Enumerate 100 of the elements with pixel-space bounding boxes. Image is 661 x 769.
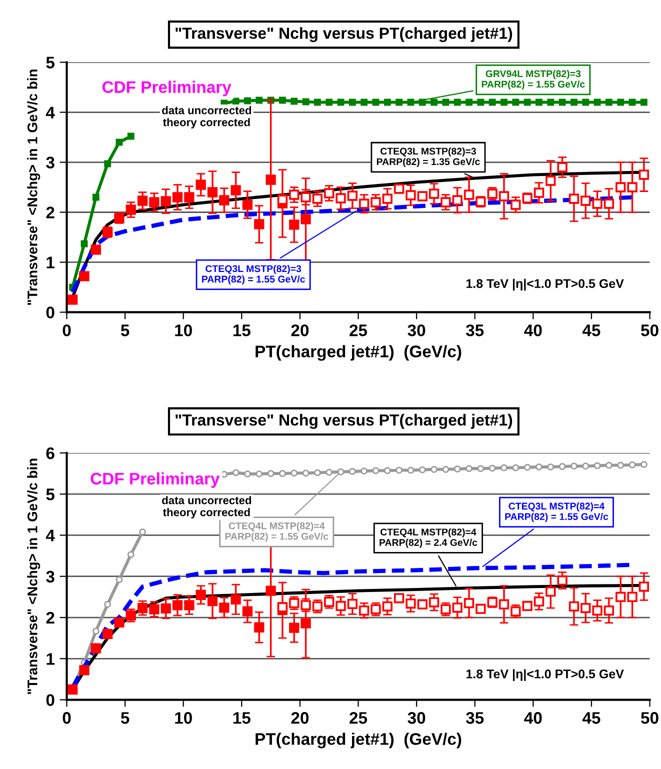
x-tick-label: 20 — [291, 324, 309, 336]
point — [617, 462, 624, 469]
y-tick-label: 2 — [46, 612, 54, 624]
point — [360, 98, 368, 106]
point — [184, 600, 194, 610]
point — [312, 194, 323, 204]
point — [326, 98, 333, 106]
point — [359, 605, 370, 616]
point — [627, 182, 638, 192]
x-tick-label: 10 — [175, 324, 192, 336]
point — [92, 194, 100, 201]
point — [336, 193, 346, 204]
point — [464, 190, 474, 200]
point — [256, 470, 263, 478]
point — [464, 598, 474, 608]
point — [466, 98, 473, 106]
point — [604, 198, 614, 209]
point — [242, 200, 253, 210]
point — [219, 195, 230, 206]
point — [90, 643, 101, 654]
point — [394, 593, 404, 604]
point — [452, 195, 462, 206]
point — [430, 98, 438, 106]
point — [547, 463, 554, 470]
point — [289, 190, 300, 200]
x-axis-title: PT(charged jet#1) (GeV/c) — [256, 345, 462, 361]
point — [384, 467, 391, 474]
x-tick-label: 35 — [466, 712, 484, 724]
point — [558, 463, 566, 470]
point — [254, 622, 264, 632]
point — [628, 98, 636, 106]
x-tick-label: 5 — [120, 712, 130, 724]
point — [348, 98, 356, 106]
point — [594, 98, 601, 106]
point — [370, 197, 381, 208]
point — [442, 466, 450, 473]
text: CTEQ4L MSTP(82)=4 PARP(82) = 2.4 GeV/c — [380, 528, 478, 548]
point — [498, 599, 510, 610]
point — [244, 97, 251, 104]
series-label: CTEQ3L MSTP(82)=3 PARP(82) = 1.35 GeV/c — [376, 147, 480, 168]
point — [534, 596, 544, 607]
point — [454, 466, 461, 472]
point — [102, 628, 113, 640]
point — [126, 204, 136, 215]
annotation: 1.8 TeV |η|<1.0 PT>0.5 GeV — [466, 669, 624, 682]
x-tick-label: 5 — [120, 324, 130, 336]
point — [289, 622, 300, 633]
point — [605, 462, 612, 469]
point — [244, 470, 251, 478]
point — [300, 192, 311, 202]
point — [510, 200, 521, 210]
point — [454, 98, 461, 106]
point — [266, 174, 276, 185]
point — [536, 463, 542, 470]
point — [524, 464, 531, 471]
y-tick-label: 1 — [46, 256, 54, 268]
x-tick-label: 50 — [641, 324, 658, 336]
point — [488, 464, 496, 472]
point — [302, 470, 310, 477]
x-tick-label: 30 — [408, 324, 426, 336]
chart-title: "Transverse" Nchg versus PT(charged jet#1) — [176, 27, 512, 42]
point — [116, 576, 123, 584]
point — [277, 194, 288, 205]
point — [68, 294, 78, 305]
x-tick-label: 10 — [175, 712, 192, 724]
point — [90, 244, 101, 255]
point — [336, 600, 346, 612]
annotation: data uncorrected theory corrected — [162, 106, 252, 128]
point — [594, 462, 601, 470]
point — [512, 98, 520, 106]
point — [466, 465, 473, 472]
point — [230, 594, 241, 604]
point — [488, 98, 496, 106]
point — [477, 98, 484, 106]
point — [302, 98, 310, 106]
x-tick-label: 25 — [350, 324, 368, 336]
point — [582, 98, 590, 106]
point — [546, 176, 556, 186]
point — [616, 592, 626, 602]
point — [605, 98, 612, 106]
point — [640, 460, 648, 468]
point — [172, 192, 183, 202]
point — [289, 220, 300, 230]
point — [394, 184, 404, 194]
point — [347, 190, 358, 201]
point — [616, 182, 626, 192]
point — [137, 602, 148, 614]
point — [396, 98, 403, 106]
y-tick-label: 1 — [46, 653, 54, 665]
point — [558, 98, 566, 106]
point — [638, 170, 650, 180]
point — [547, 98, 554, 106]
point — [498, 191, 510, 202]
point — [592, 605, 602, 616]
chart-title: "Transverse" Nchg versus PT(charged jet#1) — [176, 414, 512, 429]
point — [384, 98, 391, 106]
point — [536, 98, 542, 106]
point — [196, 180, 206, 190]
point — [196, 590, 206, 600]
point — [230, 185, 241, 196]
